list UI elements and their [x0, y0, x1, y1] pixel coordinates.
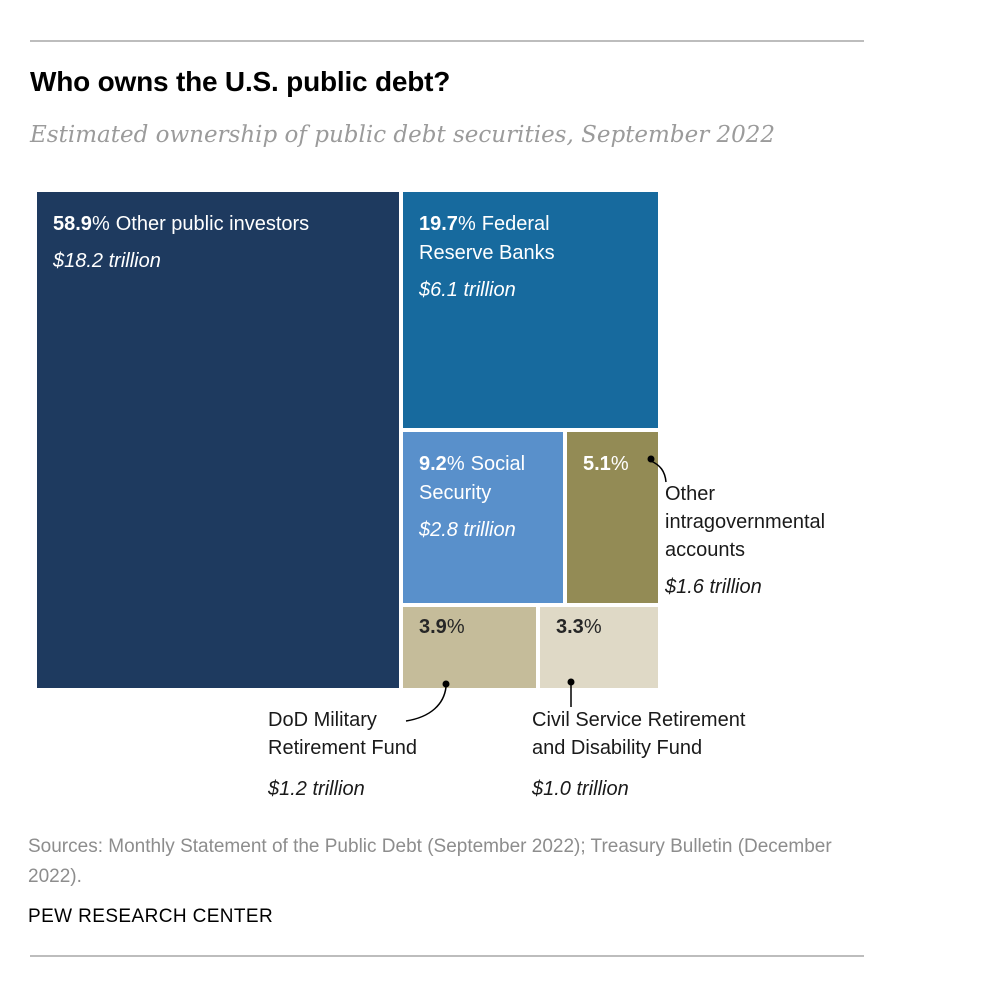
segment-value: $6.1 trillion [419, 279, 516, 301]
callout-label-civil-service-retirement-fund: Civil Service Retirement and Disability … [532, 706, 762, 803]
segment-pct: 3.3 [556, 616, 584, 638]
segment-name: Social Security [419, 453, 526, 504]
segment-name: Other public investors [115, 213, 310, 235]
treemap-segment-other-intragovernmental-accounts: 5.1% [567, 432, 658, 603]
segment-pct: 5.1 [583, 453, 611, 475]
segment-pct-sign: % [446, 616, 465, 638]
segment-value: $1.6 trillion [665, 576, 762, 598]
segment-name: Federal Reserve Banks [419, 213, 555, 264]
treemap-segment-other-public-investors: 58.9% Other public investors $18.2 trilli… [37, 192, 399, 688]
segment-label: 5.1% [583, 450, 642, 479]
treemap-segment-dod-military-retirement-fund: 3.9% [403, 607, 536, 688]
top-divider [30, 40, 864, 42]
branding: PEW RESEARCH CENTER [28, 906, 274, 927]
segment-pct: 3.9 [419, 616, 447, 638]
treemap-segment-social-security: 9.2% Social Security $2.8 trillion [403, 432, 563, 603]
callout-label-other-intragovernmental-accounts: Other intragovernmental accounts $1.6 tr… [665, 480, 860, 601]
bottom-divider [30, 955, 864, 957]
segment-name: Civil Service Retirement and Disability … [532, 709, 746, 759]
segment-value: $18.2 trillion [53, 250, 161, 272]
sources-note: Sources: Monthly Statement of the Public… [28, 836, 832, 887]
segment-label: 19.7% Federal Reserve Banks [419, 210, 589, 268]
segment-label: 3.9% [419, 613, 520, 642]
segment-pct-sign: % [583, 616, 602, 638]
segment-pct: 58.9 [53, 213, 92, 235]
segment-name: DoD Military Retirement Fund [268, 709, 417, 759]
segment-pct-sign: % [610, 453, 629, 475]
segment-pct: 9.2 [419, 453, 447, 475]
chart-title: Who owns the U.S. public debt? [30, 66, 451, 97]
segment-pct-sign: % [457, 213, 476, 235]
segment-pct-sign: % [446, 453, 465, 475]
segment-label: 9.2% Social Security [419, 450, 534, 508]
treemap-segment-civil-service-retirement-fund: 3.3% [540, 607, 658, 688]
chart-subtitle: Estimated ownership of public debt secur… [30, 122, 776, 148]
segment-pct: 19.7 [419, 213, 458, 235]
segment-name: Other intragovernmental accounts [665, 483, 826, 561]
segment-value: $1.2 trillion [268, 778, 365, 800]
segment-label: 3.3% [556, 613, 642, 642]
segment-value: $2.8 trillion [419, 519, 516, 541]
treemap-segment-federal-reserve-banks: 19.7% Federal Reserve Banks $6.1 trillion [403, 192, 658, 428]
segment-value: $1.0 trillion [532, 778, 629, 800]
segment-label: 58.9% Other public investors [53, 210, 383, 239]
segment-pct-sign: % [91, 213, 110, 235]
callout-label-dod-military-retirement-fund: DoD Military Retirement Fund $1.2 trilli… [268, 706, 428, 803]
